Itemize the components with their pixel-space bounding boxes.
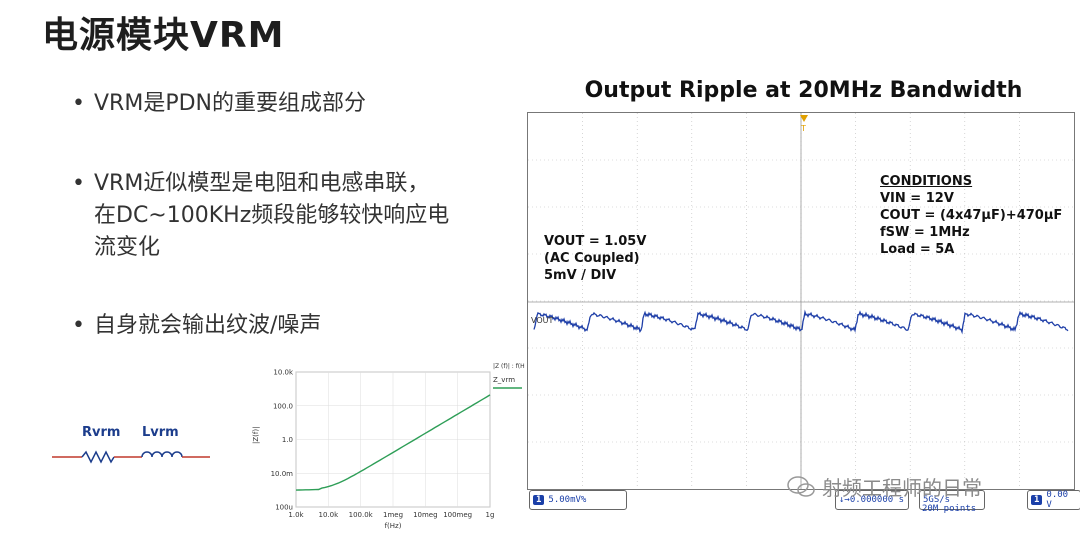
slide-title: 电源模块VRM: [42, 15, 285, 56]
zplot-xtick: 1meg: [383, 511, 403, 519]
trigger-channel-badge: 1: [1031, 495, 1043, 505]
impedance-plot: 10.0k 100.0 1.0 10.0m 100u 1.0k 10.0k 100.0k 1m…: [250, 362, 528, 532]
vout-value: VOUT = 1.05V: [544, 234, 647, 249]
scope-status-bar: 1 5.00mV% ↓→0.000000 s 5GS/s 20M points …: [527, 490, 1080, 514]
oscilloscope-capture: Output Ripple at 20MHz Bandwidth T VOUT …: [527, 74, 1080, 534]
trigger-marker: T: [800, 124, 806, 133]
wechat-icon: [787, 475, 815, 497]
vout-info: VOUT = 1.05V (AC Coupled) 5mV / DIV: [544, 233, 646, 284]
watermark: 射频工程师的日常: [786, 472, 982, 501]
vout-scale: 5mV / DIV: [544, 268, 617, 283]
time-offset-box: ↓→0.000000 s: [835, 490, 909, 510]
zplot-xtick: 100meg: [443, 511, 472, 519]
vout-coupling: (AC Coupled): [544, 251, 640, 266]
channel-badge: 1: [533, 495, 545, 505]
condition-load: Load = 5A: [880, 242, 955, 257]
zplot-legend-header: |Z (f)| : f(H: [493, 363, 525, 370]
trigger-level-box: 1 0.00 V: [1027, 490, 1080, 510]
trace-label: VOUT: [531, 316, 553, 325]
scope-screen: T VOUT CONDITIONS VIN = 12V COUT = (4x47…: [527, 112, 1075, 490]
time-offset: ↓→0.000000 s: [839, 495, 905, 505]
channel-scale-box: 1 5.00mV%: [529, 490, 627, 510]
condition-cout: COUT = (4x47µF)+470µF: [880, 208, 1063, 223]
conditions-block: CONDITIONS VIN = 12V COUT = (4x47µF)+470…: [880, 173, 1062, 258]
sample-box: 5GS/s: [919, 490, 985, 510]
bullet-item: • 自身就会输出纹波/噪声: [72, 310, 321, 342]
zplot-xtick: 1g: [486, 511, 495, 519]
record-points: 20M points: [922, 504, 977, 514]
zplot-ytick: 10.0k: [273, 369, 294, 377]
impedance-chart: 10.0k 100.0 1.0 10.0m 100u 1.0k 10.0k 100.0k 1m…: [252, 363, 525, 530]
inductor-label: Lvrm: [142, 425, 179, 440]
zplot-ytick: 1.0: [282, 436, 293, 444]
inductor-symbol: [141, 451, 183, 458]
bullet-text: VRM近似模型是电阻和电感串联， 在DC~100KHz频段能够较快响应电 流变化: [94, 171, 450, 260]
zplot-legend-series: Z_vrm: [493, 376, 515, 384]
vout-trace: [533, 309, 1069, 335]
zplot-ytick: 10.0m: [271, 470, 294, 478]
condition-vin: VIN = 12V: [880, 191, 954, 206]
zplot-ylabel: |Z(f)|: [252, 427, 260, 444]
trigger-marker-icon: [800, 115, 808, 122]
circuit-diagram: [52, 450, 210, 464]
trigger-level: 0.00 V: [1046, 490, 1069, 510]
zplot-ytick: 100u: [275, 504, 293, 512]
bullet-text: VRM是PDN的重要组成部分: [94, 91, 366, 116]
resistor-label: Rvrm: [82, 425, 121, 440]
sample-rate: 5GS/s: [923, 495, 951, 505]
watermark-text: 射频工程师的日常: [822, 476, 982, 500]
zplot-xtick: 100.0k: [349, 511, 374, 519]
bullet-item: • VRM是PDN的重要组成部分: [72, 88, 366, 120]
zplot-xlabel: f(Hz): [385, 522, 402, 530]
zplot-ytick: 100.0: [273, 402, 293, 410]
conditions-heading: CONDITIONS: [880, 174, 973, 189]
zplot-xtick: 10meg: [413, 511, 437, 519]
bullet-text: 自身就会输出纹波/噪声: [94, 313, 322, 338]
channel-scale: 5.00mV%: [548, 495, 587, 505]
zplot-xtick: 1.0k: [288, 511, 304, 519]
resistor-symbol: [81, 450, 115, 464]
impedance-curve: [295, 394, 491, 491]
scope-grid: T VOUT: [528, 113, 1074, 489]
zplot-xtick: 10.0k: [319, 511, 340, 519]
points-box: 20M points: [919, 500, 983, 518]
scope-title: Output Ripple at 20MHz Bandwidth: [584, 78, 1023, 103]
condition-fsw: fSW = 1MHz: [880, 225, 970, 240]
bullet-item: • VRM近似模型是电阻和电感串联， 在DC~100KHz频段能够较快响应电 流变…: [72, 168, 449, 264]
